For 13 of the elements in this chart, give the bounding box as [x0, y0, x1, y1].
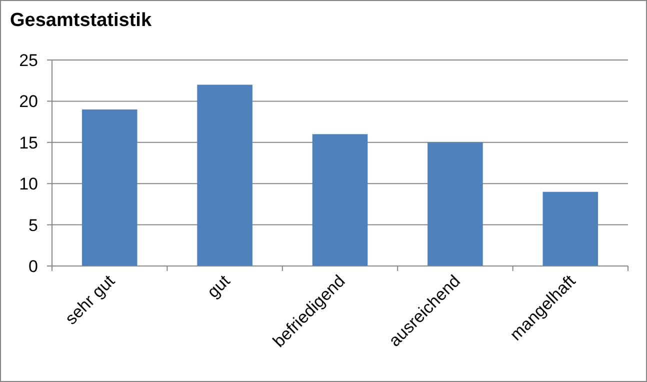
chart-title: Gesamtstatistik	[10, 10, 152, 31]
bar	[82, 109, 138, 266]
bar	[197, 84, 252, 266]
y-tick-label: 10	[19, 174, 38, 194]
y-tick-label: 20	[19, 92, 38, 112]
y-tick-label: 25	[19, 50, 38, 70]
y-tick-label: 15	[19, 133, 38, 152]
x-tick-label: gut	[203, 271, 234, 302]
y-tick-label: 0	[28, 256, 38, 276]
bar	[428, 142, 483, 266]
bar	[312, 134, 368, 266]
y-tick-label: 5	[28, 216, 38, 235]
bar	[542, 192, 598, 266]
